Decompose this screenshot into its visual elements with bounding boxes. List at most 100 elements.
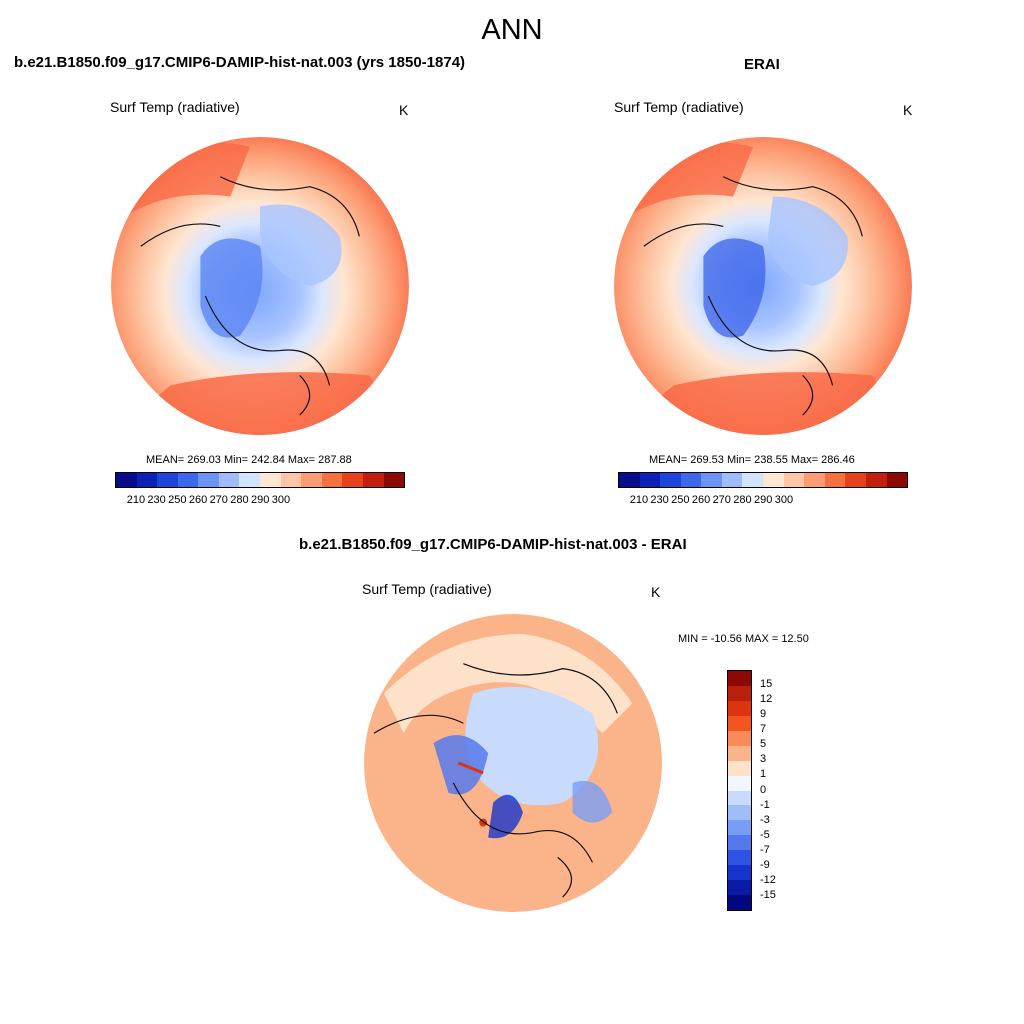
colorbar-tick-label: 230	[650, 494, 669, 506]
panel-2-unit-label: K	[903, 102, 913, 118]
colorbar-swatch	[721, 473, 743, 487]
colorbar-swatch	[639, 473, 661, 487]
colorbar-tick-label: 3	[760, 753, 767, 766]
colorbar-swatch	[728, 775, 751, 791]
panel-3-strong-cold-anomaly	[488, 794, 523, 839]
colorbar-tick-label: 250	[168, 494, 187, 506]
colorbar-swatch	[301, 473, 322, 487]
colorbar-swatch	[728, 715, 751, 731]
panel-3-colorbar	[727, 670, 752, 911]
colorbar-tick-label: 270	[209, 494, 228, 506]
colorbar-swatch	[886, 473, 908, 487]
colorbar-swatch	[116, 473, 137, 487]
panel-2-title: ERAI	[744, 56, 780, 73]
colorbar-swatch	[660, 473, 681, 487]
colorbar-tick-label: 7	[760, 723, 767, 736]
panel-1-map-svg	[111, 137, 409, 435]
colorbar-swatch	[728, 700, 751, 716]
panel-1-greenland-cold	[200, 238, 263, 338]
panel-1-stats: MEAN= 269.03 Min= 242.84 Max= 287.88	[146, 454, 352, 466]
panel-3-title: b.e21.B1850.f09_g17.CMIP6-DAMIP-hist-nat…	[299, 536, 687, 553]
colorbar-swatch	[701, 473, 722, 487]
colorbar-swatch	[239, 473, 261, 487]
panel-3-warm-anomaly-streak	[457, 761, 484, 775]
panel-3-colorbar-ticks: 15 12 9 7 5 3 1 0 -1 -3 -5 -7 -9 -12 -15	[760, 670, 800, 911]
colorbar-tick-label: -1	[760, 798, 770, 811]
panel-1-coastlines	[140, 176, 360, 416]
panel-3-polar-map	[364, 614, 662, 912]
panel-3-scandinavia-negative	[572, 780, 613, 823]
panel-2-greenland-cold	[703, 238, 766, 338]
colorbar-swatch	[177, 473, 199, 487]
panel-2-map-svg	[614, 137, 912, 435]
panel-1-title: b.e21.B1850.f09_g17.CMIP6-DAMIP-hist-nat…	[14, 54, 466, 71]
panel-1-arctic-ocean	[260, 204, 342, 286]
colorbar-tick-label: 1	[760, 768, 767, 781]
colorbar-swatch	[280, 473, 302, 487]
panel-3-variable-label: Surf Temp (radiative)	[362, 581, 492, 597]
colorbar-swatch	[260, 473, 281, 487]
colorbar-tick-label: 290	[251, 494, 270, 506]
colorbar-swatch	[321, 473, 343, 487]
colorbar-tick-label: -9	[760, 858, 770, 871]
colorbar-tick-label: 15	[760, 678, 773, 691]
colorbar-swatch	[728, 895, 751, 910]
panel-1-variable-label: Surf Temp (radiative)	[110, 99, 240, 115]
colorbar-swatch	[728, 805, 751, 821]
colorbar-swatch	[218, 473, 240, 487]
colorbar-swatch	[728, 850, 751, 866]
colorbar-swatch	[342, 473, 363, 487]
colorbar-tick-label: -7	[760, 843, 770, 856]
colorbar-swatch	[619, 473, 640, 487]
panel-3-near-zero-band	[383, 633, 633, 734]
colorbar-swatch	[362, 473, 384, 487]
colorbar-tick-label: 270	[712, 494, 731, 506]
colorbar-tick-label: 0	[760, 783, 767, 796]
panel-3-unit-label: K	[651, 584, 661, 600]
colorbar-tick-label: -5	[760, 828, 770, 841]
colorbar-tick-label: 300	[271, 494, 291, 506]
figure-title: ANN	[481, 14, 543, 46]
colorbar-tick-label: 260	[691, 494, 711, 506]
colorbar-swatch	[728, 685, 751, 701]
colorbar-tick-label: 12	[760, 693, 773, 706]
panel-2-polar-map	[614, 137, 912, 435]
colorbar-tick-label: -15	[760, 888, 776, 901]
panel-1-colorbar	[115, 472, 405, 488]
colorbar-swatch	[865, 473, 887, 487]
colorbar-tick-label: 280	[230, 494, 249, 506]
colorbar-tick-label: 300	[774, 494, 794, 506]
colorbar-tick-label: 5	[760, 738, 767, 751]
panel-3-stats: MIN = -10.56 MAX = 12.50	[678, 633, 809, 645]
colorbar-swatch	[383, 473, 405, 487]
colorbar-tick-label: 260	[188, 494, 208, 506]
colorbar-swatch	[728, 820, 751, 836]
colorbar-tick-label: -3	[760, 813, 770, 826]
panel-1-unit-label: K	[399, 102, 409, 118]
panel-2-stats: MEAN= 269.53 Min= 238.55 Max= 286.46	[649, 454, 855, 466]
colorbar-swatch	[157, 473, 178, 487]
panel-2-colorbar-ticks: 210 230 250 260 270 280 290 300	[618, 494, 908, 508]
colorbar-swatch	[680, 473, 702, 487]
panel-1-polar-map	[111, 137, 409, 435]
colorbar-tick-label: 9	[760, 708, 767, 721]
colorbar-swatch	[728, 835, 751, 851]
colorbar-swatch	[728, 671, 751, 686]
colorbar-swatch	[198, 473, 219, 487]
colorbar-tick-label: -12	[760, 873, 776, 886]
colorbar-tick-label: 230	[147, 494, 166, 506]
colorbar-swatch	[824, 473, 846, 487]
panel-2-arctic-ocean	[767, 196, 848, 286]
colorbar-tick-label: 290	[754, 494, 773, 506]
panel-1-warm-region-pacific	[111, 142, 251, 227]
colorbar-swatch	[845, 473, 866, 487]
colorbar-swatch	[763, 473, 784, 487]
colorbar-swatch	[783, 473, 805, 487]
panel-2-coastlines	[643, 176, 863, 416]
colorbar-swatch	[742, 473, 764, 487]
panel-1-colorbar-ticks: 210 230 250 260 270 280 290 300	[115, 494, 405, 508]
colorbar-swatch	[728, 790, 751, 806]
panel-2-variable-label: Surf Temp (radiative)	[614, 99, 744, 115]
colorbar-swatch	[728, 730, 751, 746]
colorbar-swatch	[728, 880, 751, 896]
